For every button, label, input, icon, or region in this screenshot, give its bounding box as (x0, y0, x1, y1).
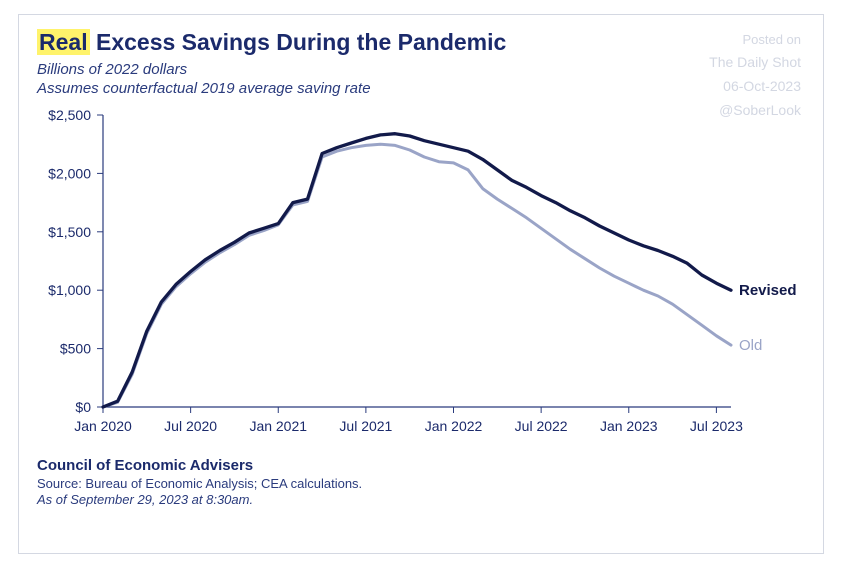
page: Real Excess Savings During the Pandemic … (0, 0, 846, 568)
title-highlight: Real (37, 29, 90, 55)
svg-text:$2,500: $2,500 (48, 107, 91, 123)
title-rest: Excess Savings During the Pandemic (90, 29, 507, 55)
excess-savings-line-chart: $0 $500 $1,000 $1,500 $2,000 $2,500 Jan 2020 Ju… (37, 107, 807, 447)
svg-text:Jul 2022: Jul 2022 (515, 418, 568, 434)
chart-title: Real Excess Savings During the Pandemic (37, 29, 805, 57)
watermark-posted: Posted on (709, 29, 801, 51)
series-label-revised: Revised (739, 282, 797, 299)
svg-text:$0: $0 (75, 399, 91, 415)
svg-text:Jul 2021: Jul 2021 (339, 418, 392, 434)
series-old (103, 144, 731, 407)
svg-text:Jan 2022: Jan 2022 (425, 418, 483, 434)
header: Real Excess Savings During the Pandemic … (37, 29, 805, 97)
svg-text:Jan 2023: Jan 2023 (600, 418, 658, 434)
chart-card: Real Excess Savings During the Pandemic … (18, 14, 824, 554)
footer-org: Council of Economic Advisers (37, 457, 805, 474)
footer: Council of Economic Advisers Source: Bur… (37, 457, 805, 507)
svg-text:Jan 2020: Jan 2020 (74, 418, 132, 434)
svg-text:$2,000: $2,000 (48, 165, 91, 181)
svg-text:$1,500: $1,500 (48, 223, 91, 239)
svg-text:Jul 2020: Jul 2020 (164, 418, 217, 434)
series-label-old: Old (739, 337, 762, 354)
chart-area: $0 $500 $1,000 $1,500 $2,000 $2,500 Jan 2020 Ju… (37, 107, 807, 447)
footer-source: Source: Bureau of Economic Analysis; CEA… (37, 476, 805, 491)
svg-text:Jan 2021: Jan 2021 (249, 418, 307, 434)
watermark-source: The Daily Shot (709, 51, 801, 75)
footer-asof: As of September 29, 2023 at 8:30am. (37, 492, 805, 507)
svg-text:$1,000: $1,000 (48, 282, 91, 298)
subtitle-1: Billions of 2022 dollars (37, 61, 805, 78)
svg-text:$500: $500 (60, 340, 91, 356)
watermark-date: 06-Oct-2023 (709, 75, 801, 99)
subtitle-2: Assumes counterfactual 2019 average savi… (37, 80, 805, 97)
svg-text:Jul 2023: Jul 2023 (690, 418, 743, 434)
